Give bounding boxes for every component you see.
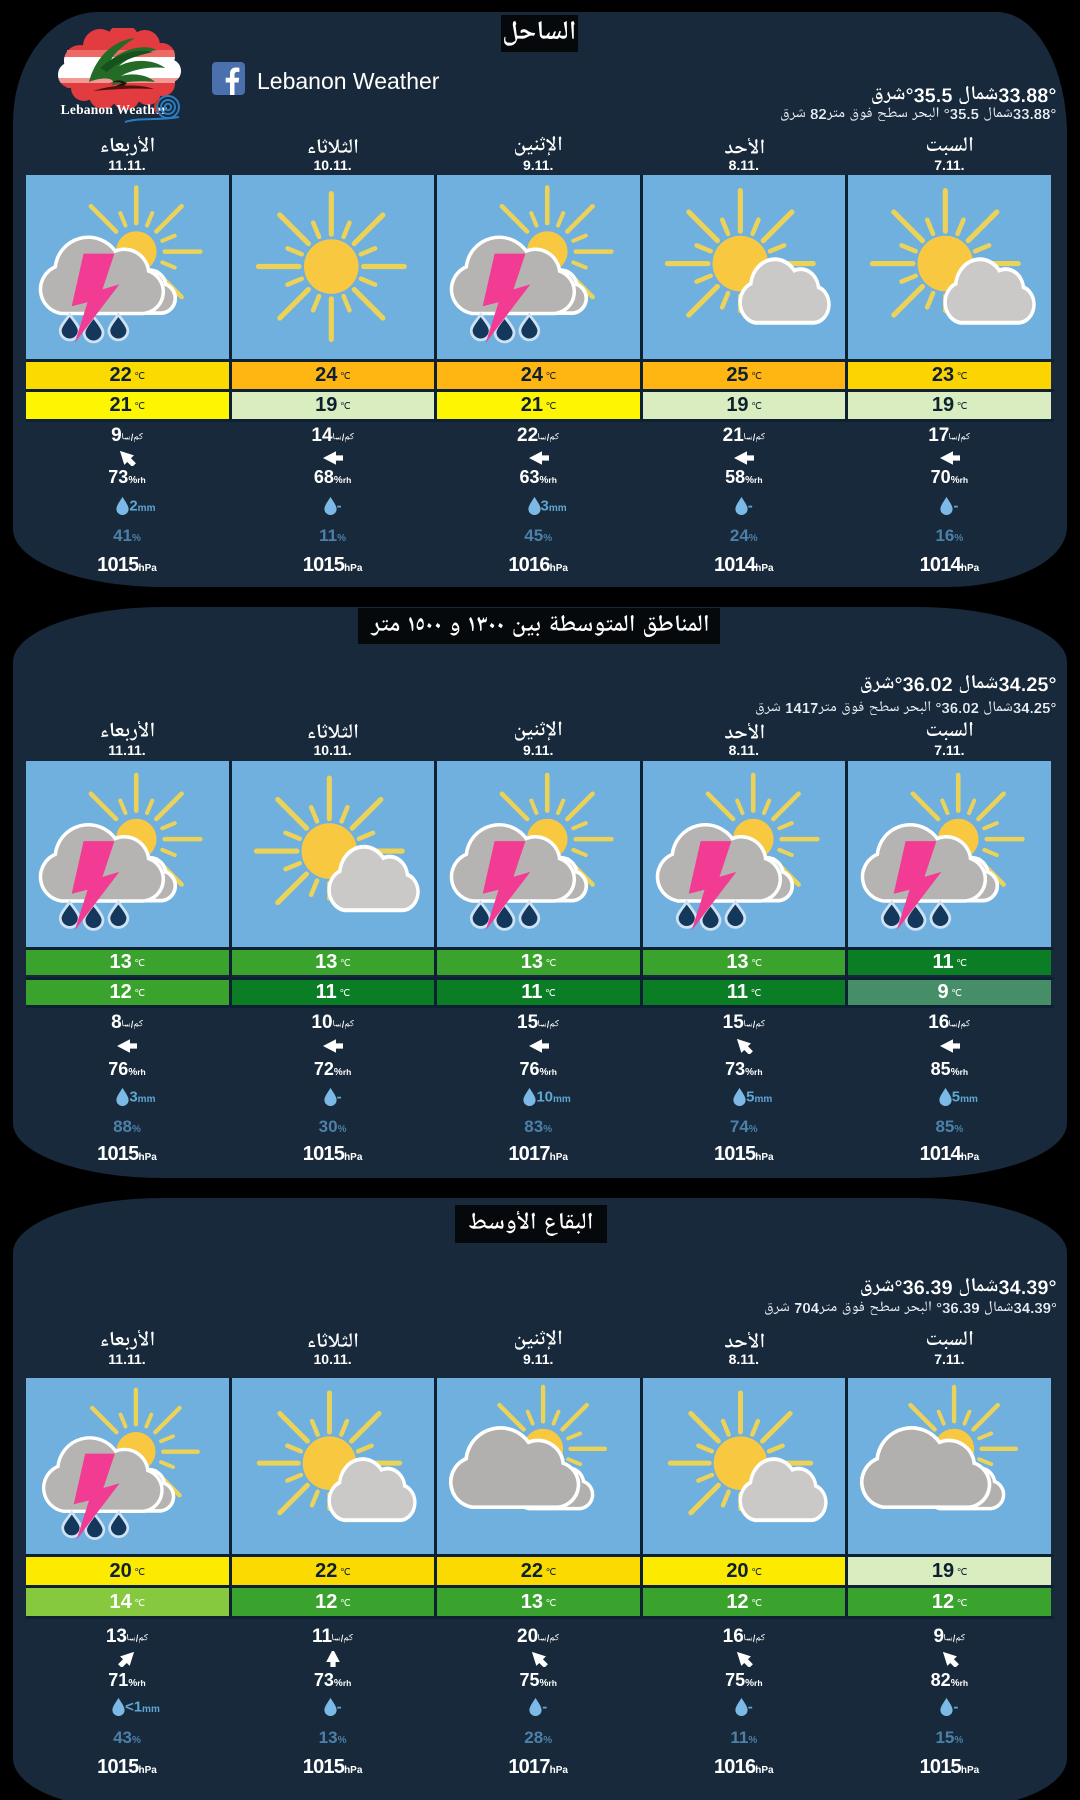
- svg-text:Lebanon Weather: Lebanon Weather: [61, 102, 168, 117]
